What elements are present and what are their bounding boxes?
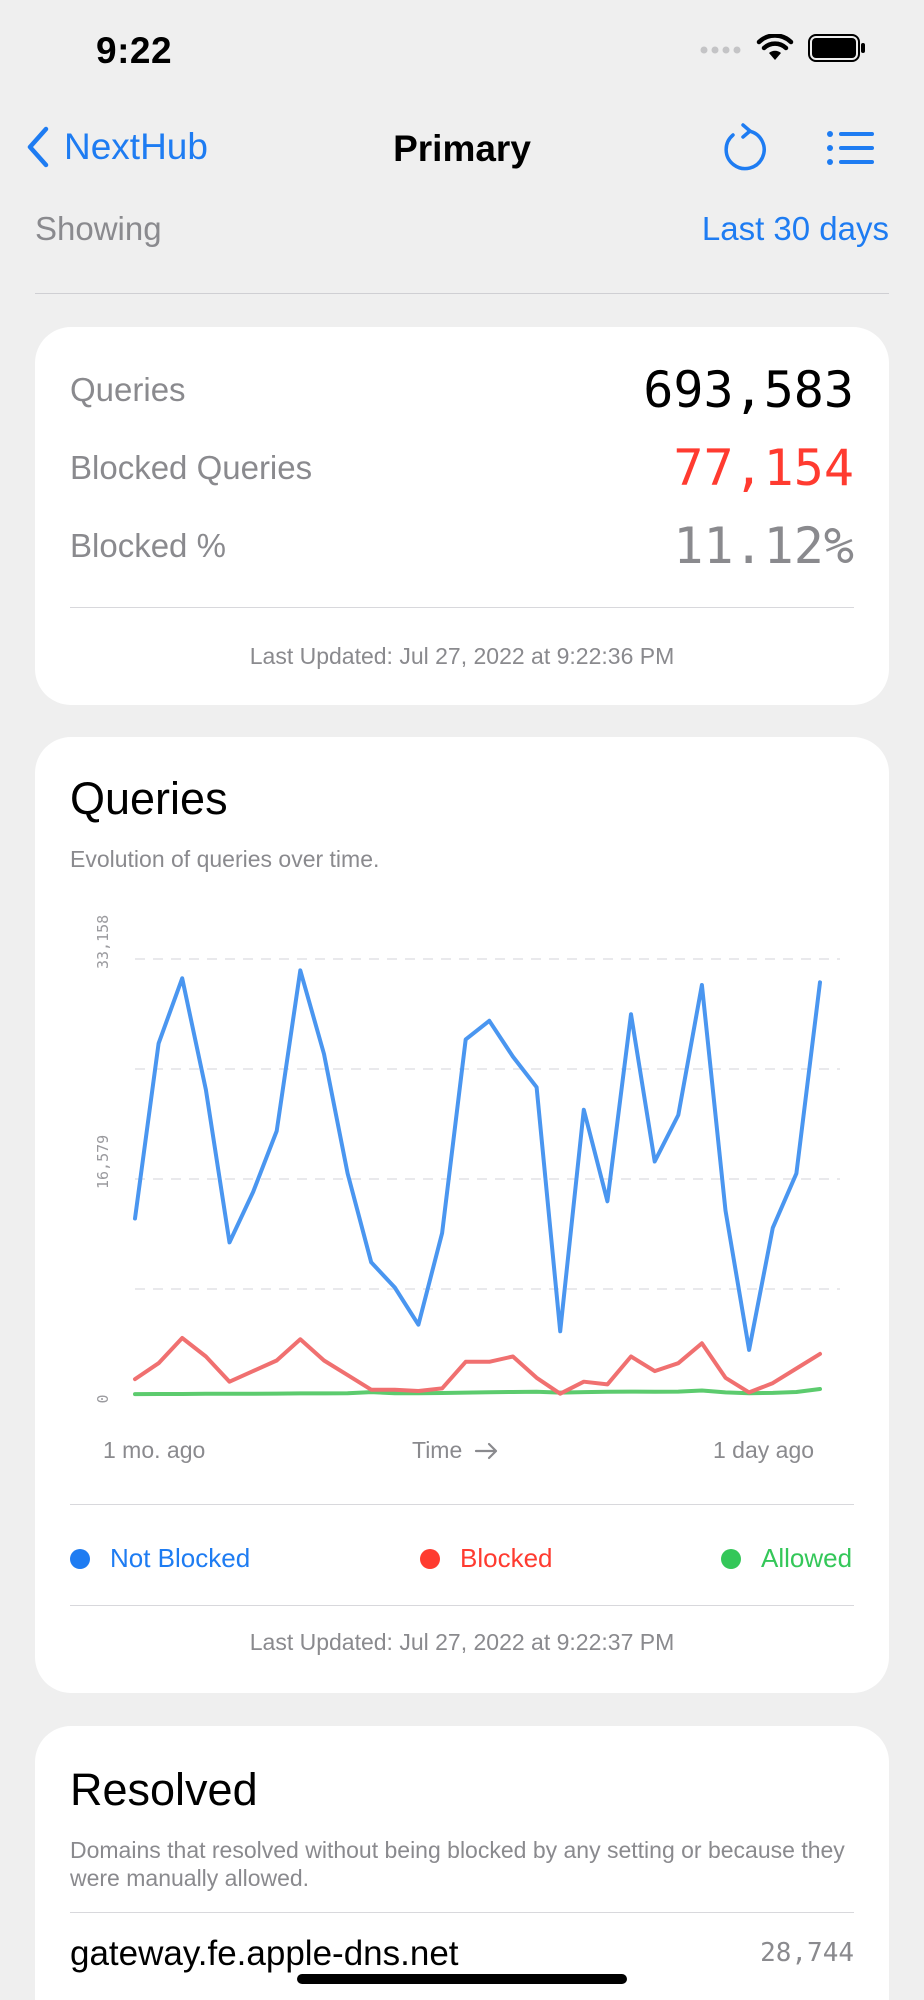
divider: [70, 1504, 854, 1505]
last-updated-text: Last Updated: Jul 27, 2022 at 9:22:36 PM: [249, 643, 675, 669]
legend-dot: [420, 1548, 440, 1569]
card-subtitle: Evolution of queries over time.: [70, 846, 380, 872]
refresh-icon[interactable]: [718, 122, 772, 176]
legend-label: Blocked: [460, 1543, 553, 1573]
wifi-icon: [756, 34, 794, 60]
blocked-queries-value: 77,154: [673, 439, 854, 497]
y-tick-label: 33,158: [94, 915, 112, 969]
time-range-row: Showing Last 30 days: [35, 210, 889, 260]
x-axis-title: Time: [412, 1437, 500, 1464]
queries-chart-card: Queries Evolution of queries over time. …: [35, 737, 889, 1693]
blocked-queries-row: Blocked Queries 77,154: [70, 439, 854, 499]
series-line-blocked: [133, 1336, 822, 1396]
card-title: Resolved: [70, 1764, 258, 1815]
card-title: Queries: [70, 773, 228, 824]
queries-value: 693,583: [643, 361, 854, 419]
legend-blocked: Blocked: [420, 1543, 553, 1574]
queries-row: Queries 693,583: [70, 361, 854, 421]
status-time: 9:22: [96, 30, 173, 71]
navigation-bar: NextHub Primary: [0, 110, 924, 190]
blocked-percent-label: Blocked %: [70, 527, 226, 564]
resolved-domain-row[interactable]: gateway.fe.apple-dns.net 28,744: [70, 1934, 854, 1984]
legend-not-blocked: Not Blocked: [70, 1543, 250, 1574]
blocked-percent-row: Blocked % 11.12%: [70, 517, 854, 577]
showing-label: Showing: [35, 210, 162, 247]
series-line-allowed: [133, 1387, 822, 1397]
domain-count: 28,744: [760, 1938, 854, 1968]
legend-dot: [70, 1548, 90, 1569]
resolved-card: Resolved Domains that resolved without b…: [35, 1726, 889, 2000]
cellular-signal-icon: [700, 46, 741, 54]
domain-name: gateway.fe.apple-dns.net: [70, 1934, 459, 1973]
divider: [70, 1912, 854, 1913]
card-subtitle: Domains that resolved without being bloc…: [70, 1837, 845, 1891]
chevron-left-icon: [27, 126, 49, 168]
legend-dot: [721, 1548, 741, 1569]
summary-card: Queries 693,583 Blocked Queries 77,154 B…: [35, 327, 889, 705]
back-button-label: NextHub: [64, 126, 208, 167]
divider: [70, 607, 854, 608]
blocked-percent-value: 11.12%: [673, 517, 854, 575]
divider: [35, 293, 889, 294]
back-button[interactable]: NextHub: [26, 126, 208, 168]
list-icon[interactable]: [826, 128, 876, 168]
nav-title: Primary: [393, 128, 531, 169]
status-icons: [700, 34, 866, 62]
queries-line-chart: 0 16,579 33,158: [94, 915, 840, 1404]
status-bar: 9:22: [0, 0, 924, 100]
blocked-queries-label: Blocked Queries: [70, 449, 313, 486]
x-axis-title-text: Time: [412, 1437, 463, 1463]
series-line-not-blocked: [133, 968, 822, 1352]
legend-allowed: Allowed: [721, 1543, 852, 1574]
queries-label: Queries: [70, 371, 186, 408]
last-updated-text: Last Updated: Jul 27, 2022 at 9:22:37 PM: [249, 1629, 675, 1655]
time-range-selector[interactable]: Last 30 days: [701, 210, 889, 247]
battery-icon: [808, 34, 865, 62]
y-tick-label: 0: [94, 1394, 112, 1403]
legend-label: Not Blocked: [110, 1543, 251, 1573]
home-indicator: [297, 1974, 627, 1984]
x-axis-start-label: 1 mo. ago: [103, 1437, 206, 1463]
x-axis-end-label: 1 day ago: [713, 1437, 815, 1463]
legend-label: Allowed: [761, 1543, 853, 1573]
divider: [70, 1605, 854, 1606]
arrow-right-icon: [475, 1442, 498, 1459]
y-tick-label: 16,579: [94, 1135, 112, 1189]
